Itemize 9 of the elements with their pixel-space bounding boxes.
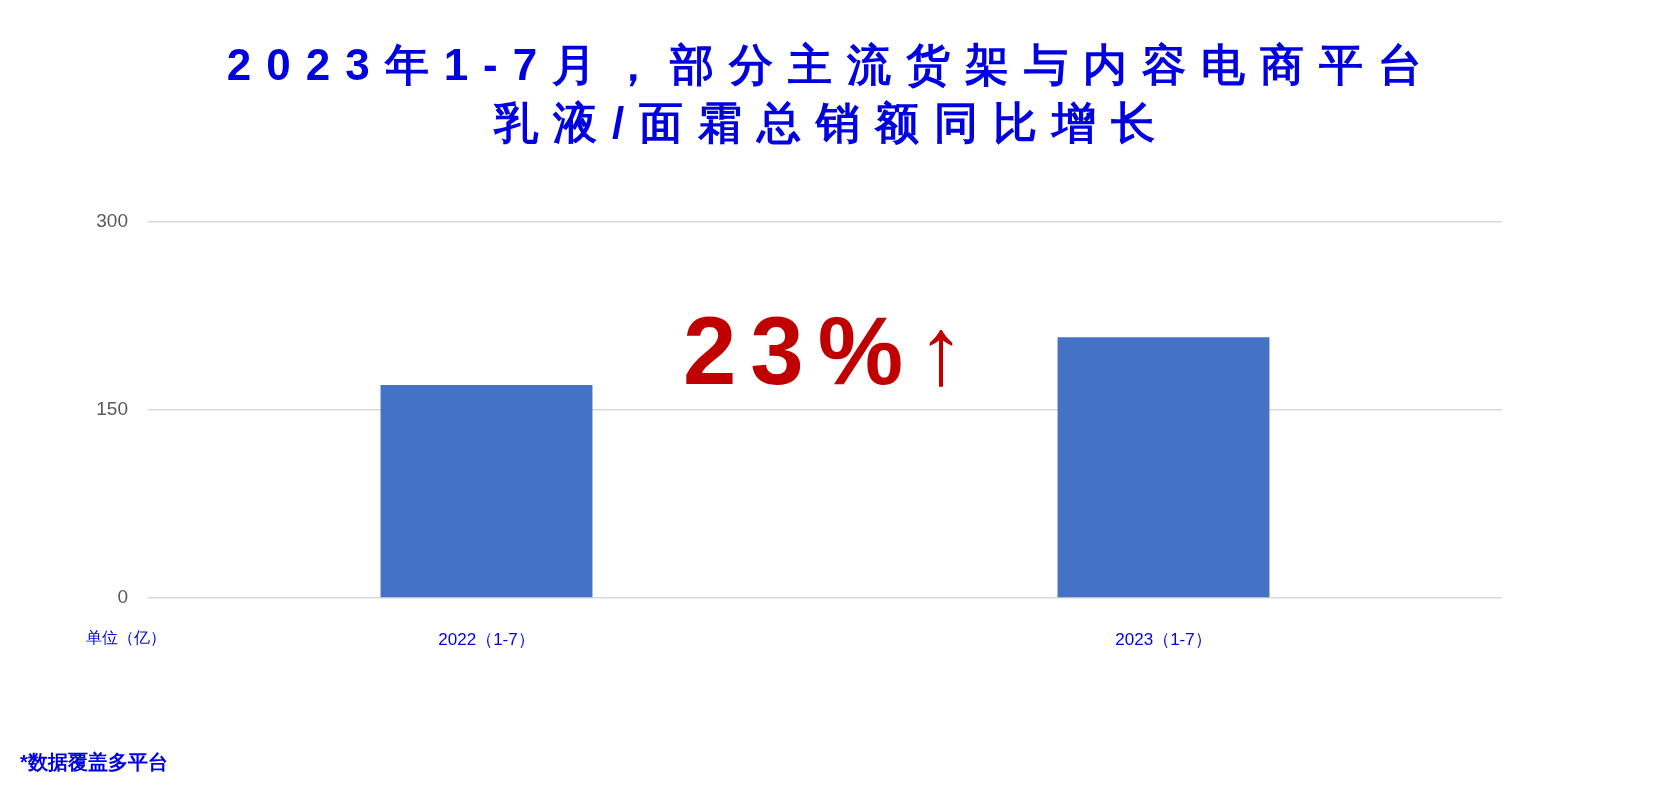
y-tick-label: 150 [96,398,128,420]
text: *数据覆盖多平台 [20,750,168,775]
chart-title: 2023年1-7月，部分主流货架与内容电商平台乳液/面霜总销额同比增长 [225,39,1439,149]
y-tick-label: 0 [117,586,128,608]
y-tick-label: 300 [96,210,128,232]
x-tick-label: 2023（1-7） [1115,629,1212,649]
x-tick-label: 2022（1-7） [438,629,535,649]
y-axis-title: 单位（亿） [86,628,166,648]
annotation: 23%↑ [650,292,1012,409]
